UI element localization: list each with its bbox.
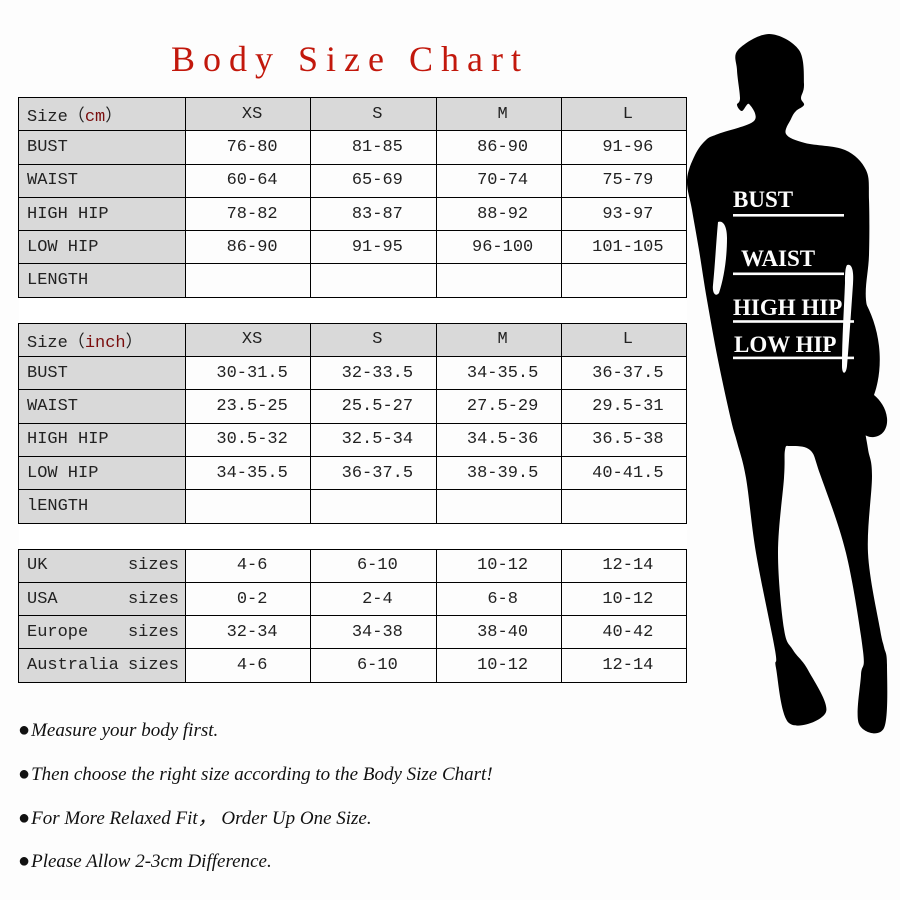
svg-text:LOW HIP: LOW HIP	[734, 332, 836, 357]
svg-text:WAIST: WAIST	[741, 246, 815, 271]
svg-text:HIGH HIP: HIGH HIP	[733, 295, 842, 320]
svg-text:BUST: BUST	[733, 187, 793, 212]
